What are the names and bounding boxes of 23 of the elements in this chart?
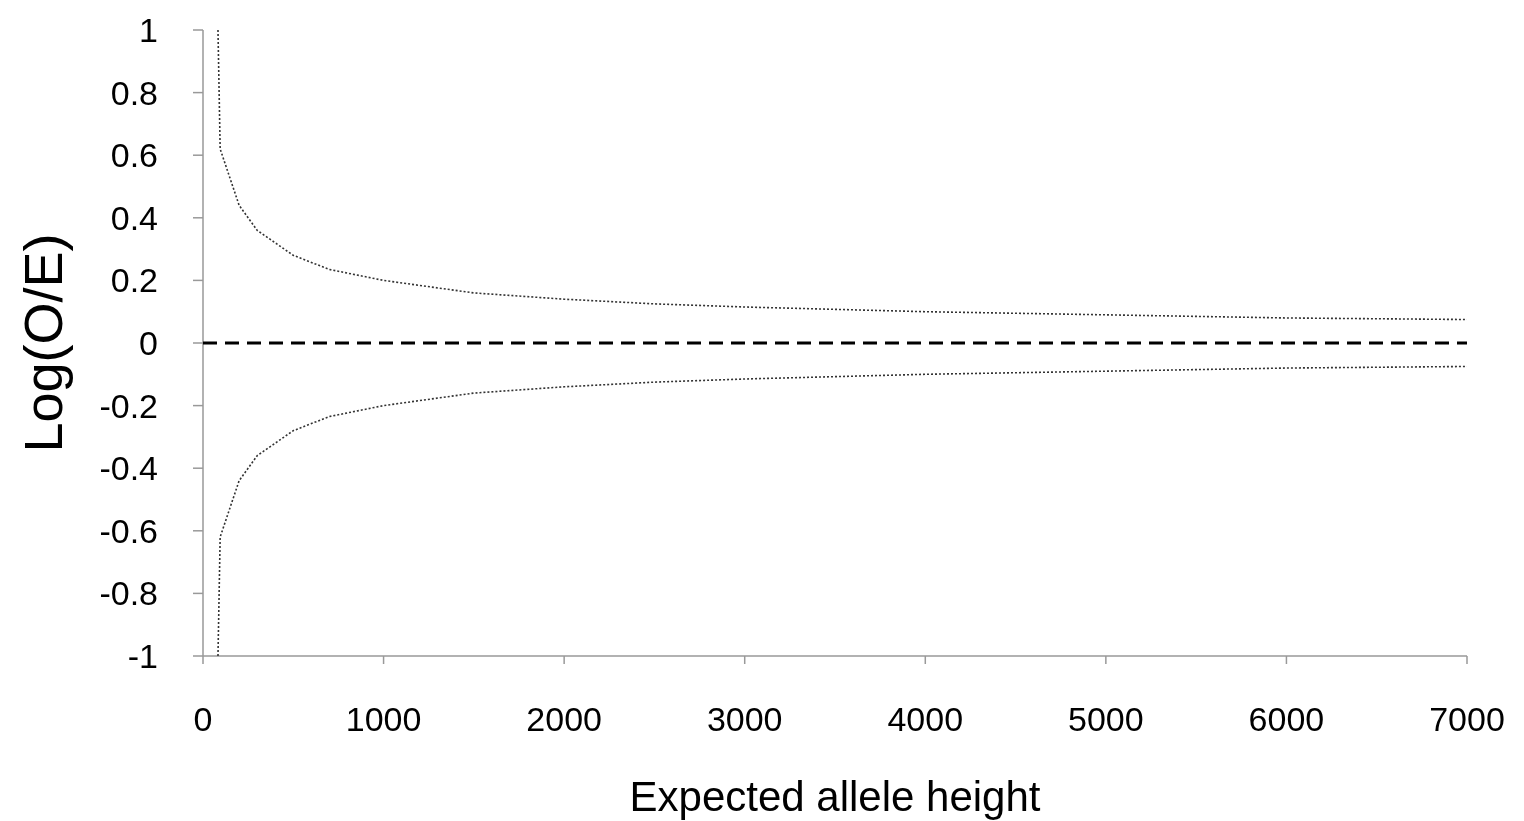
y-tick-label: 0.8: [110, 73, 158, 112]
y-tick-label: 0.6: [110, 136, 158, 175]
line-series: [217, 365, 1468, 657]
y-tick-label: 0: [139, 323, 158, 362]
y-tick-label: -0.4: [99, 449, 158, 488]
x-tick-label: 4000: [887, 700, 964, 738]
x-tick-label: 2000: [526, 700, 602, 738]
line-series: [217, 29, 1468, 321]
y-tick-label: 1: [139, 10, 158, 49]
y-tick-label: 0.2: [110, 261, 158, 300]
x-tick-label: 1000: [345, 700, 422, 738]
x-tick-label: 5000: [1068, 700, 1144, 738]
x-tick-label: 7000: [1429, 700, 1505, 738]
x-tick-label: 0: [193, 700, 213, 738]
y-tick-label: -0.6: [99, 511, 158, 550]
x-tick-label: 3000: [706, 700, 783, 738]
x-axis-title: Expected allele height: [629, 773, 1041, 820]
y-tick-label: -0.2: [99, 386, 158, 425]
y-tick-label: -1: [127, 636, 158, 675]
y-axis-title: Log(O/E): [13, 233, 73, 453]
y-tick-label: -0.8: [99, 574, 158, 613]
x-tick-label: 6000: [1248, 700, 1325, 738]
y-tick-label: 0.4: [110, 198, 158, 237]
